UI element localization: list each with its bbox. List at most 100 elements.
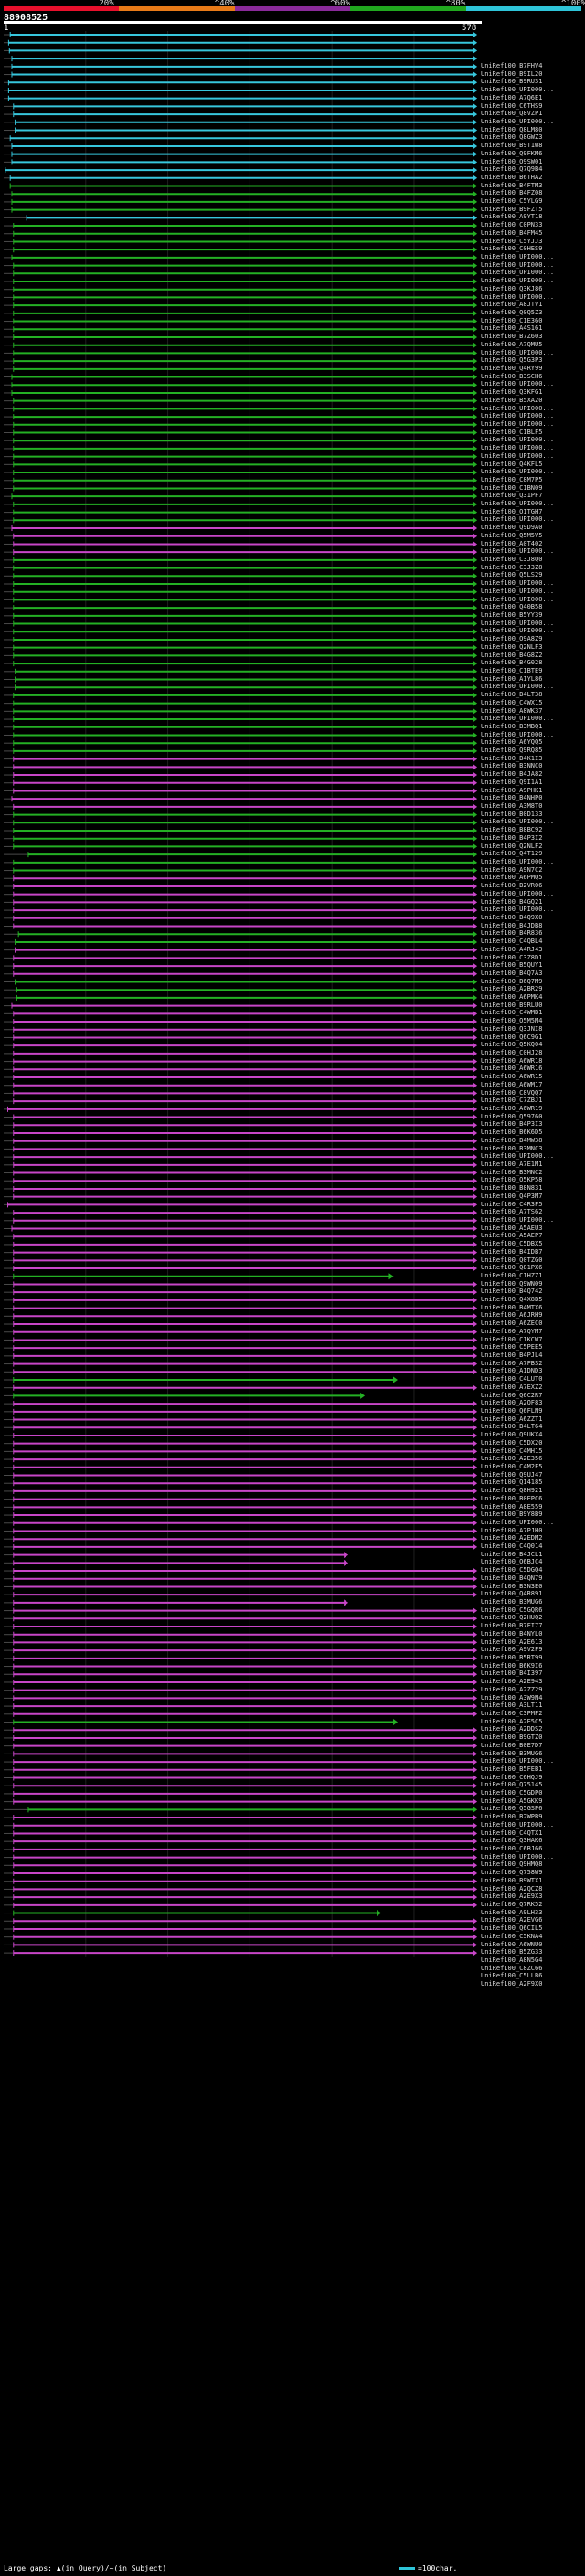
hit-label[interactable]: UniRef100_C4QTX1 — [481, 1829, 543, 1837]
hit-label[interactable]: UniRef100_B4LT38 — [481, 691, 543, 699]
hit-label[interactable]: UniRef100_Q9FKM6 — [481, 149, 543, 157]
hit-label[interactable]: UniRef100_A8N5G4 — [481, 1956, 543, 1964]
hit-label[interactable]: UniRef100_C5YLG9 — [481, 197, 543, 206]
hit-label[interactable]: UniRef100_UPI000... — [481, 1820, 555, 1829]
hit-label[interactable]: UniRef100_B0EPC6 — [481, 1494, 543, 1502]
hit-label[interactable]: UniRef100_C0HES9 — [481, 245, 543, 253]
hit-label[interactable]: UniRef100_A7TS62 — [481, 1208, 543, 1216]
hit-label[interactable]: UniRef100_B5RT99 — [481, 1654, 543, 1661]
hit-label[interactable]: UniRef100_UPI000... — [481, 1852, 555, 1860]
hit-label[interactable]: UniRef100_B9FZT5 — [481, 205, 543, 213]
hit-label[interactable]: UniRef100_C5DBX5 — [481, 1240, 543, 1248]
hit-label[interactable]: UniRef100_C8VQQ7 — [481, 1088, 543, 1097]
hit-label[interactable]: UniRef100_A2DDS2 — [481, 1725, 543, 1733]
hit-label[interactable]: UniRef100_UPI000... — [481, 86, 555, 94]
hit-label[interactable]: UniRef100_UPI000... — [481, 683, 555, 691]
hit-label[interactable]: UniRef100_Q9WN09 — [481, 1279, 543, 1288]
hit-label[interactable]: UniRef100_B3N3E0 — [481, 1582, 543, 1590]
hit-label[interactable]: UniRef100_B4P3I3 — [481, 1120, 543, 1129]
hit-label[interactable]: UniRef100_UPI000... — [481, 292, 555, 301]
hit-label[interactable]: UniRef100_A0T402 — [481, 539, 543, 547]
hit-label[interactable]: UniRef100_Q5KP58 — [481, 1176, 543, 1184]
hit-label[interactable]: UniRef100_Q4KFL5 — [481, 460, 543, 468]
hit-label[interactable]: UniRef100_B4K1I3 — [481, 754, 543, 762]
hit-label[interactable]: UniRef100_B4FM45 — [481, 228, 543, 237]
hit-label[interactable]: UniRef100_A6PMQ5 — [481, 874, 543, 882]
hit-label[interactable]: UniRef100_C6BJ66 — [481, 1845, 543, 1853]
hit-label[interactable]: UniRef100_Q6BJC4 — [481, 1558, 543, 1566]
hit-label[interactable]: UniRef100_B6THA2 — [481, 173, 543, 181]
hit-label[interactable]: UniRef100_A9YT18 — [481, 213, 543, 221]
hit-label[interactable]: UniRef100_A6WR19 — [481, 1105, 543, 1112]
hit-label[interactable]: UniRef100_Q6CIL5 — [481, 1924, 543, 1933]
hit-label[interactable]: UniRef100_UPI000... — [481, 253, 555, 261]
hit-label[interactable]: UniRef100_Q5KQ04 — [481, 1041, 543, 1049]
hit-label[interactable]: UniRef100_B4FZ08 — [481, 189, 543, 197]
hit-label[interactable]: UniRef100_B4Q9X0 — [481, 913, 543, 921]
hit-label[interactable]: UniRef100_B4G028 — [481, 659, 543, 667]
hit-label[interactable]: UniRef100_A2F9X0 — [481, 1980, 543, 1988]
hit-label[interactable]: UniRef100_A5AEU3 — [481, 1224, 543, 1232]
hit-label[interactable]: UniRef100_Q0TZG0 — [481, 1256, 543, 1264]
hit-label[interactable]: UniRef100_B2WPB9 — [481, 1813, 543, 1821]
hit-label[interactable]: UniRef100_C6THS9 — [481, 101, 543, 110]
hit-label[interactable]: UniRef100_B5YY39 — [481, 610, 543, 619]
hit-label[interactable]: UniRef100_A2E943 — [481, 1678, 543, 1686]
hit-label[interactable]: UniRef100_A7PJH0 — [481, 1526, 543, 1534]
hit-label[interactable]: UniRef100_UPI000... — [481, 818, 555, 826]
hit-label[interactable]: UniRef100_Q6C2R7 — [481, 1391, 543, 1399]
hit-label[interactable]: UniRef100_UPI000... — [481, 1215, 555, 1224]
hit-label[interactable]: UniRef100_B3MUG6 — [481, 1598, 543, 1606]
hit-label[interactable]: UniRef100_A2E9X3 — [481, 1892, 543, 1901]
hit-label[interactable]: UniRef100_C5DGQ4 — [481, 1566, 543, 1574]
hit-label[interactable]: UniRef100_Q2NLF2 — [481, 842, 543, 850]
hit-label[interactable]: UniRef100_C5KNA4 — [481, 1932, 543, 1940]
hit-label[interactable]: UniRef100_C1BLF5 — [481, 428, 543, 436]
hit-label[interactable]: UniRef100_Q9HMQ8 — [481, 1860, 543, 1869]
hit-label[interactable]: UniRef100_Q1TGH7 — [481, 507, 543, 515]
hit-label[interactable]: UniRef100_Q3JNI8 — [481, 1024, 543, 1033]
hit-label[interactable]: UniRef100_C3J3Z8 — [481, 563, 543, 571]
hit-label[interactable]: UniRef100_B4MW38 — [481, 1136, 543, 1144]
hit-label[interactable]: UniRef100_B3MBQ1 — [481, 722, 543, 730]
hit-label[interactable]: UniRef100_UPI000... — [481, 260, 555, 269]
hit-label[interactable]: UniRef100_B8N831 — [481, 1184, 543, 1193]
hit-label[interactable]: UniRef100_Q4P3M7 — [481, 1192, 543, 1200]
hit-label[interactable]: UniRef100_Q0Q5Z3 — [481, 309, 543, 316]
hit-label[interactable]: UniRef100_B5XA20 — [481, 396, 543, 404]
hit-label[interactable]: UniRef100_B5ZG33 — [481, 1948, 543, 1956]
hit-label[interactable]: UniRef100_Q14185 — [481, 1479, 543, 1487]
hit-label[interactable]: UniRef100_UPI000... — [481, 547, 555, 556]
hit-label[interactable]: UniRef100_UPI000... — [481, 715, 555, 723]
hit-label[interactable]: UniRef100_Q8H921 — [481, 1487, 543, 1495]
hit-label[interactable]: UniRef100_C5GDP0 — [481, 1789, 543, 1797]
hit-label[interactable]: UniRef100_B4JDB8 — [481, 921, 543, 929]
hit-label[interactable]: UniRef100_A3LT11 — [481, 1701, 543, 1710]
hit-label[interactable]: UniRef100_A8WK37 — [481, 706, 543, 715]
hit-label[interactable]: UniRef100_C5GQR6 — [481, 1606, 543, 1614]
hit-label[interactable]: UniRef100_A7Q6E1 — [481, 93, 543, 101]
hit-label[interactable]: UniRef100_A2ZZ29 — [481, 1685, 543, 1693]
hit-label[interactable]: UniRef100_B3SCH6 — [481, 372, 543, 380]
hit-label[interactable]: UniRef100_B4IDB7 — [481, 1247, 543, 1256]
hit-label[interactable]: UniRef100_Q5LS29 — [481, 571, 543, 579]
hit-label[interactable]: UniRef100_B9WTX1 — [481, 1876, 543, 1884]
hit-label[interactable]: UniRef100_A3W9N4 — [481, 1693, 543, 1701]
hit-label[interactable]: UniRef100_B2VR06 — [481, 882, 543, 890]
hit-label[interactable]: UniRef100_Q59760 — [481, 1112, 543, 1120]
hit-label[interactable]: UniRef100_Q4RY99 — [481, 364, 543, 372]
hit-label[interactable]: UniRef100_UPI000... — [481, 627, 555, 635]
hit-label[interactable]: UniRef100_UPI000... — [481, 587, 555, 595]
hit-label[interactable]: UniRef100_A6WR16 — [481, 1065, 543, 1073]
hit-label[interactable]: UniRef100_A7FBS2 — [481, 1359, 543, 1367]
hit-label[interactable]: UniRef100_A6ZEC0 — [481, 1320, 543, 1328]
hit-label[interactable]: UniRef100_A9PHK1 — [481, 786, 543, 794]
hit-label[interactable]: UniRef100_Q5M5V5 — [481, 531, 543, 539]
hit-label[interactable]: UniRef100_UPI000... — [481, 1152, 555, 1161]
hit-label[interactable]: UniRef100_UPI000... — [481, 619, 555, 627]
hit-label[interactable]: UniRef100_B4QN79 — [481, 1574, 543, 1582]
hit-label[interactable]: UniRef100_A2E356 — [481, 1455, 543, 1463]
hit-label[interactable]: UniRef100_Q40B58 — [481, 603, 543, 611]
hit-label[interactable]: UniRef100_B4PJL4 — [481, 1352, 543, 1360]
hit-label[interactable]: UniRef100_Q75145 — [481, 1781, 543, 1789]
